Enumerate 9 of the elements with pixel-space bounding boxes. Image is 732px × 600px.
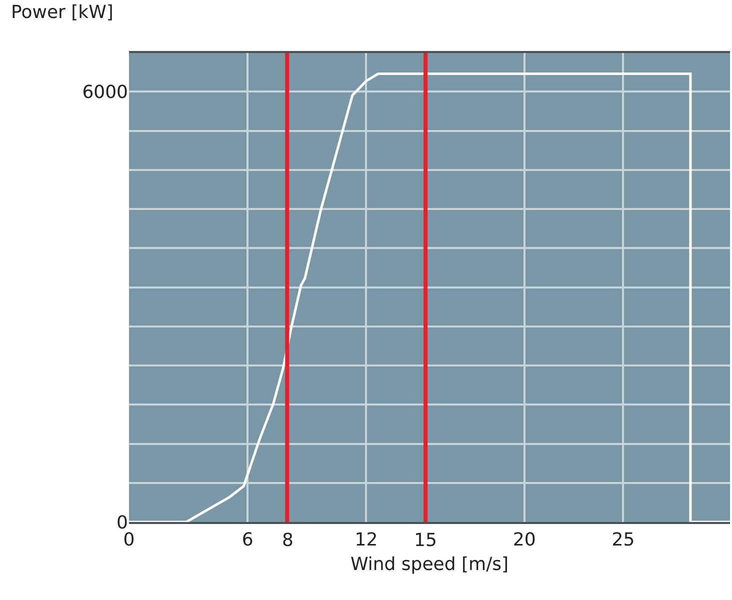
x-axis-title: Wind speed [m/s] bbox=[350, 554, 509, 576]
y-axis-title: Power [kW] bbox=[11, 2, 114, 23]
y-tick-label: 6000 bbox=[82, 82, 128, 104]
x-tick-label: 6 bbox=[242, 530, 254, 551]
ref-line-label: 15 bbox=[414, 530, 437, 551]
ref-line-label: 8 bbox=[282, 530, 294, 551]
x-tick-label: 20 bbox=[512, 530, 536, 551]
x-tick-label: 25 bbox=[612, 530, 635, 551]
x-tick-label: 12 bbox=[354, 530, 378, 551]
